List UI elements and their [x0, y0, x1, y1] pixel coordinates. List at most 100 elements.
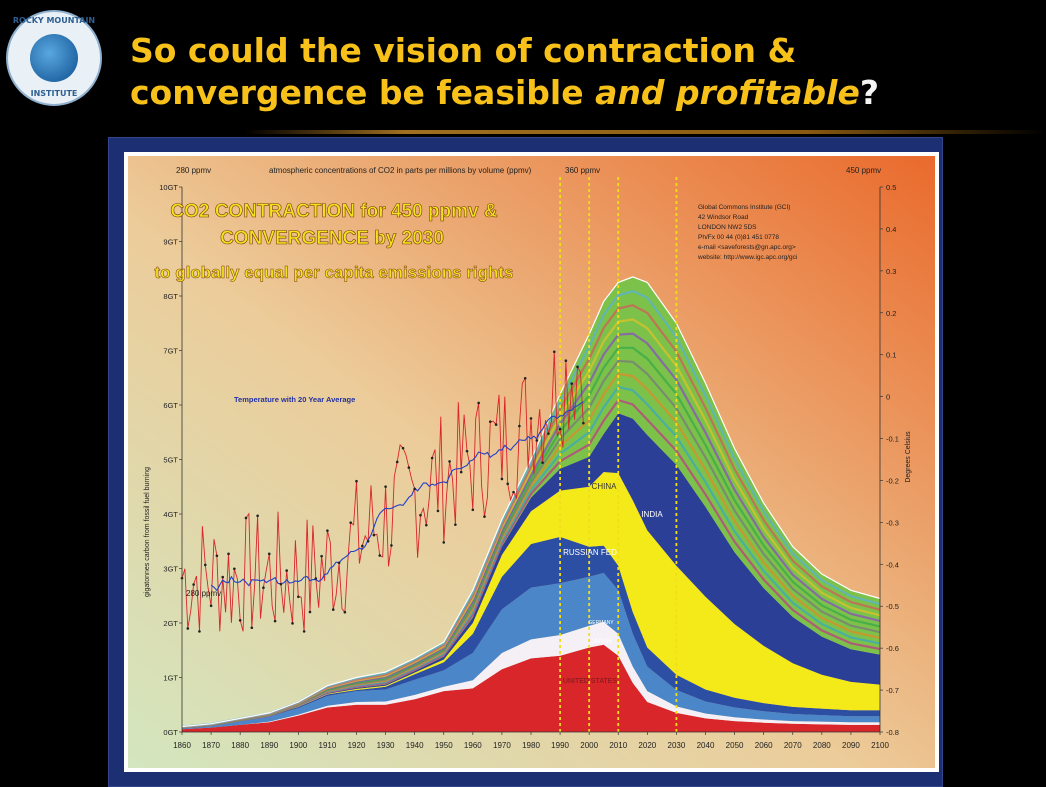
- x-tick-label: 1930: [377, 741, 395, 750]
- x-tick-label: 2050: [726, 741, 744, 750]
- ppmv-label-280-bottom: 280 ppmv: [186, 589, 221, 598]
- temperature-point: [314, 577, 318, 580]
- area-series-china: [182, 472, 880, 728]
- temperature-average-line: [210, 401, 584, 592]
- temperature-point: [512, 490, 515, 494]
- x-tick-label: 1920: [348, 741, 366, 750]
- temperature-point: [425, 523, 428, 527]
- temperature-point: [518, 424, 521, 428]
- region-label-germany: GERMANY: [588, 620, 614, 626]
- temperature-point: [326, 529, 329, 532]
- y2-tick-label: -0.3: [886, 518, 899, 527]
- y-tick-label: 9GT: [163, 238, 178, 247]
- x-tick-label: 2090: [842, 741, 860, 750]
- region-label-japan: JAPAN: [591, 638, 612, 645]
- x-tick-label: 2020: [638, 741, 656, 750]
- temperature-point: [285, 569, 288, 572]
- temperature-point: [430, 456, 434, 460]
- top-axis-label: atmospheric concentrations of CO2 in par…: [269, 166, 532, 175]
- x-tick-label: 1900: [289, 741, 307, 750]
- chart-title-line-3: to globally equal per capita emissions r…: [155, 263, 514, 282]
- temperature-point: [523, 376, 527, 380]
- y-tick-label: 0GT: [163, 728, 178, 737]
- area-series-united-states: [182, 644, 880, 732]
- temperature-point: [186, 627, 190, 630]
- temperature-point: [355, 479, 358, 483]
- y2-tick-label: -0.5: [886, 602, 899, 611]
- x-tick-label: 1940: [406, 741, 424, 750]
- x-tick-label: 1950: [435, 741, 453, 750]
- y2-tick-label: -0.8: [886, 728, 899, 737]
- temperature-point: [529, 417, 533, 420]
- title-line-2-a: convergence be feasible: [130, 73, 596, 112]
- temperature-point: [349, 521, 352, 524]
- temperature-point: [256, 514, 259, 518]
- gci-line-1: Global Commons Institute (GCI): [698, 204, 790, 211]
- gci-line-5: e-mail <saveforests@gn.apc.org>: [698, 244, 796, 251]
- temperature-point: [262, 586, 265, 590]
- temperature-point: [448, 460, 451, 463]
- temperature-point: [209, 604, 213, 608]
- temperature-point: [267, 552, 271, 556]
- y-tick-label: 8GT: [163, 292, 178, 301]
- y-tick-label: 4GT: [163, 510, 178, 519]
- x-tick-label: 1970: [493, 741, 511, 750]
- gci-line-3: LONDON NW2 5DS: [698, 224, 757, 231]
- temperature-point: [535, 439, 539, 442]
- temperature-point: [320, 554, 323, 558]
- temperature-point: [192, 583, 195, 586]
- y-tick-label: 3GT: [163, 565, 178, 574]
- temperature-point: [547, 432, 550, 435]
- y-tick-label: 10GT: [159, 183, 178, 192]
- temperature-annual-line: [181, 351, 584, 632]
- gci-line-4: Ph/Fx 00 44 (0)81 451 0778: [698, 234, 779, 241]
- area-series-russian-fed: [182, 536, 880, 728]
- x-tick-label: 1910: [319, 741, 337, 750]
- y2-tick-label: 0.1: [886, 351, 896, 360]
- y2-tick-label: 0: [886, 393, 890, 402]
- y2-tick-label: 0.2: [886, 309, 896, 318]
- gci-line-2: 42 Windsor Road: [698, 214, 749, 221]
- temperature-point: [384, 485, 387, 488]
- x-tick-label: 2010: [609, 741, 627, 750]
- area-series-japan: [182, 621, 880, 730]
- temperature-point: [337, 561, 341, 565]
- y-axis-label: gigatonnes carbon from fossil fuel burni…: [144, 467, 151, 597]
- region-label-russian-fed: RUSSIAN FED: [563, 548, 617, 557]
- temperature-point: [297, 595, 300, 599]
- x-tick-label: 1980: [522, 741, 540, 750]
- y2-tick-label: -0.7: [886, 686, 899, 695]
- temperature-point: [564, 359, 568, 362]
- temperature-point: [366, 539, 370, 543]
- x-tick-label: 2100: [871, 741, 889, 750]
- area-series-germany: [182, 572, 880, 730]
- temperature-point: [291, 622, 294, 625]
- x-tick-label: 2080: [813, 741, 831, 750]
- area-series-rest-of-world: [182, 276, 880, 728]
- x-tick-label: 2000: [580, 741, 598, 750]
- x-tick-label: 2060: [755, 741, 773, 750]
- temperature-label: Temperature with 20 Year Average: [234, 395, 355, 404]
- temperature-point: [494, 423, 498, 426]
- temperature-point: [488, 420, 492, 423]
- y2-tick-label: -0.4: [886, 560, 899, 569]
- y2-tick-label: -0.1: [886, 435, 899, 444]
- title-line-2-italic: and profitable: [595, 73, 860, 112]
- temperature-point: [372, 533, 376, 537]
- temperature-point: [198, 630, 201, 633]
- temperature-point: [244, 516, 248, 520]
- contraction-convergence-chart: 1860 1870 1880 1890 1900 1910 1920 1930 1940 1950…: [124, 152, 939, 772]
- temperature-point: [331, 608, 335, 611]
- y2-tick-label: 0.5: [886, 183, 896, 192]
- y2-tick-label: -0.6: [886, 644, 899, 653]
- y2-tick-label: 0.4: [886, 225, 896, 234]
- temperature-point: [302, 630, 306, 633]
- temperature-point: [477, 401, 480, 405]
- ppmv-label-360: 360 ppmv: [565, 166, 600, 175]
- region-label-united-states: UNITED STATES: [563, 678, 618, 685]
- y-tick-label: 2GT: [163, 619, 178, 628]
- x-tick-label: 1890: [260, 741, 278, 750]
- temperature-point: [465, 449, 469, 453]
- y-tick-label: 6GT: [163, 401, 178, 410]
- x-tick-label: 1860: [173, 741, 191, 750]
